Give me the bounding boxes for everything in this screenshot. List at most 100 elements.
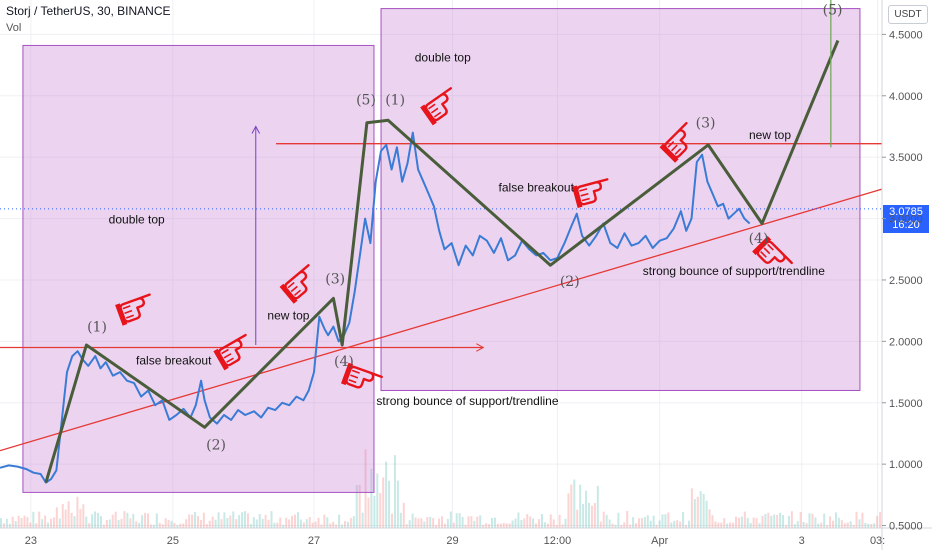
volume-bar: [299, 519, 302, 528]
volume-bar: [829, 516, 832, 528]
volume-bar: [773, 514, 776, 528]
price-tick-label: 1.0000: [889, 459, 923, 471]
volume-bar: [552, 519, 555, 528]
volume-bar: [76, 496, 79, 528]
volume-bar: [326, 517, 329, 528]
volume-bar: [520, 519, 523, 528]
volume-bar: [473, 520, 476, 528]
volume-bar: [70, 512, 73, 528]
volume-bar: [764, 513, 767, 528]
volume-bar: [117, 519, 120, 528]
annotation-text: strong bounce of support/trendline: [376, 394, 558, 408]
volume-bar: [758, 523, 761, 528]
volume-bar: [755, 518, 758, 528]
volume-bar: [320, 524, 323, 528]
volume-bar: [182, 523, 185, 528]
volume-bar: [840, 520, 843, 528]
volume-bar: [799, 512, 802, 528]
volume-bar: [211, 516, 214, 528]
volume-bar: [649, 520, 652, 528]
volume-bar: [102, 524, 105, 528]
volume-bar: [823, 513, 826, 528]
time-tick-label: Apr: [651, 535, 668, 547]
wave-label: (2): [560, 274, 580, 290]
volume-bar: [185, 519, 188, 528]
volume-bar: [561, 524, 564, 528]
annotation-text: false breakout: [499, 181, 575, 195]
volume-bar: [493, 517, 496, 528]
volume-bar: [352, 516, 355, 528]
volume-bar: [538, 519, 541, 528]
volume-bar: [17, 515, 20, 528]
volume-bar: [147, 513, 149, 528]
volume-bar: [564, 518, 567, 528]
volume-bar: [508, 523, 511, 528]
volume-bar: [449, 511, 452, 528]
volume-bar: [846, 522, 849, 528]
volume-bar: [296, 512, 299, 528]
volume-bar: [417, 518, 420, 528]
volume-bar: [373, 495, 376, 528]
price-tick-label: 1.5000: [889, 398, 923, 410]
volume-bar: [196, 516, 199, 528]
volume-bar: [376, 473, 379, 528]
volume-bar: [223, 512, 226, 528]
volume-bar: [635, 523, 638, 528]
volume-bar: [279, 517, 282, 528]
volume-bar: [323, 514, 326, 528]
volume-indicator-label[interactable]: Vol: [6, 22, 22, 34]
volume-bar: [540, 514, 543, 528]
volume-bar: [82, 504, 85, 528]
volume-bar: [673, 520, 676, 528]
volume-bar: [282, 524, 285, 528]
volume-bar: [261, 518, 264, 528]
hand-cuff: [420, 104, 437, 126]
volume-bar: [467, 516, 470, 528]
wave-label: (4): [749, 231, 769, 247]
volume-bar: [593, 502, 596, 528]
volume-bar: [111, 514, 114, 528]
volume-bar: [470, 516, 473, 528]
volume-bar: [244, 511, 247, 528]
currency-button[interactable]: USDT: [888, 5, 928, 24]
volume-bar: [523, 518, 526, 528]
volume-bar: [532, 518, 535, 528]
volume-bar: [502, 522, 505, 528]
volume-bar: [767, 512, 770, 528]
volume-bar: [576, 509, 579, 528]
volume-bar: [708, 509, 711, 528]
volume-bar: [364, 449, 367, 528]
hand-cuff: [752, 235, 772, 256]
volume-bar: [270, 511, 273, 528]
volume-bar: [546, 523, 549, 528]
hand-cuff: [115, 303, 128, 326]
volume-bar: [787, 516, 790, 528]
volume-bar: [567, 493, 570, 528]
volume-bar: [343, 521, 346, 528]
volume-bar: [226, 518, 229, 528]
volume-bar: [132, 513, 135, 528]
volume-bar: [485, 523, 488, 528]
volume-bar: [637, 518, 640, 528]
volume-bar: [85, 516, 88, 528]
volume-bar: [429, 516, 432, 528]
symbol-title[interactable]: Storj / TetherUS, 30, BINANCE: [6, 4, 171, 18]
volume-bar: [0, 518, 2, 528]
volume-bar: [687, 520, 690, 528]
volume-bar: [123, 511, 126, 528]
volume-bar: [388, 480, 391, 528]
elliott-wave-path: [44, 39, 840, 484]
volume-bar: [238, 515, 241, 528]
volume-bar: [870, 524, 873, 528]
volume-bar: [805, 523, 808, 528]
volume-bar: [667, 512, 670, 528]
volume-bar: [11, 516, 14, 528]
volume-bar: [643, 517, 646, 528]
volume-bar: [435, 524, 438, 528]
volume-bar: [341, 524, 344, 528]
volume-bar: [191, 514, 194, 528]
volume-bar: [614, 524, 617, 528]
volume-bar: [370, 468, 373, 528]
